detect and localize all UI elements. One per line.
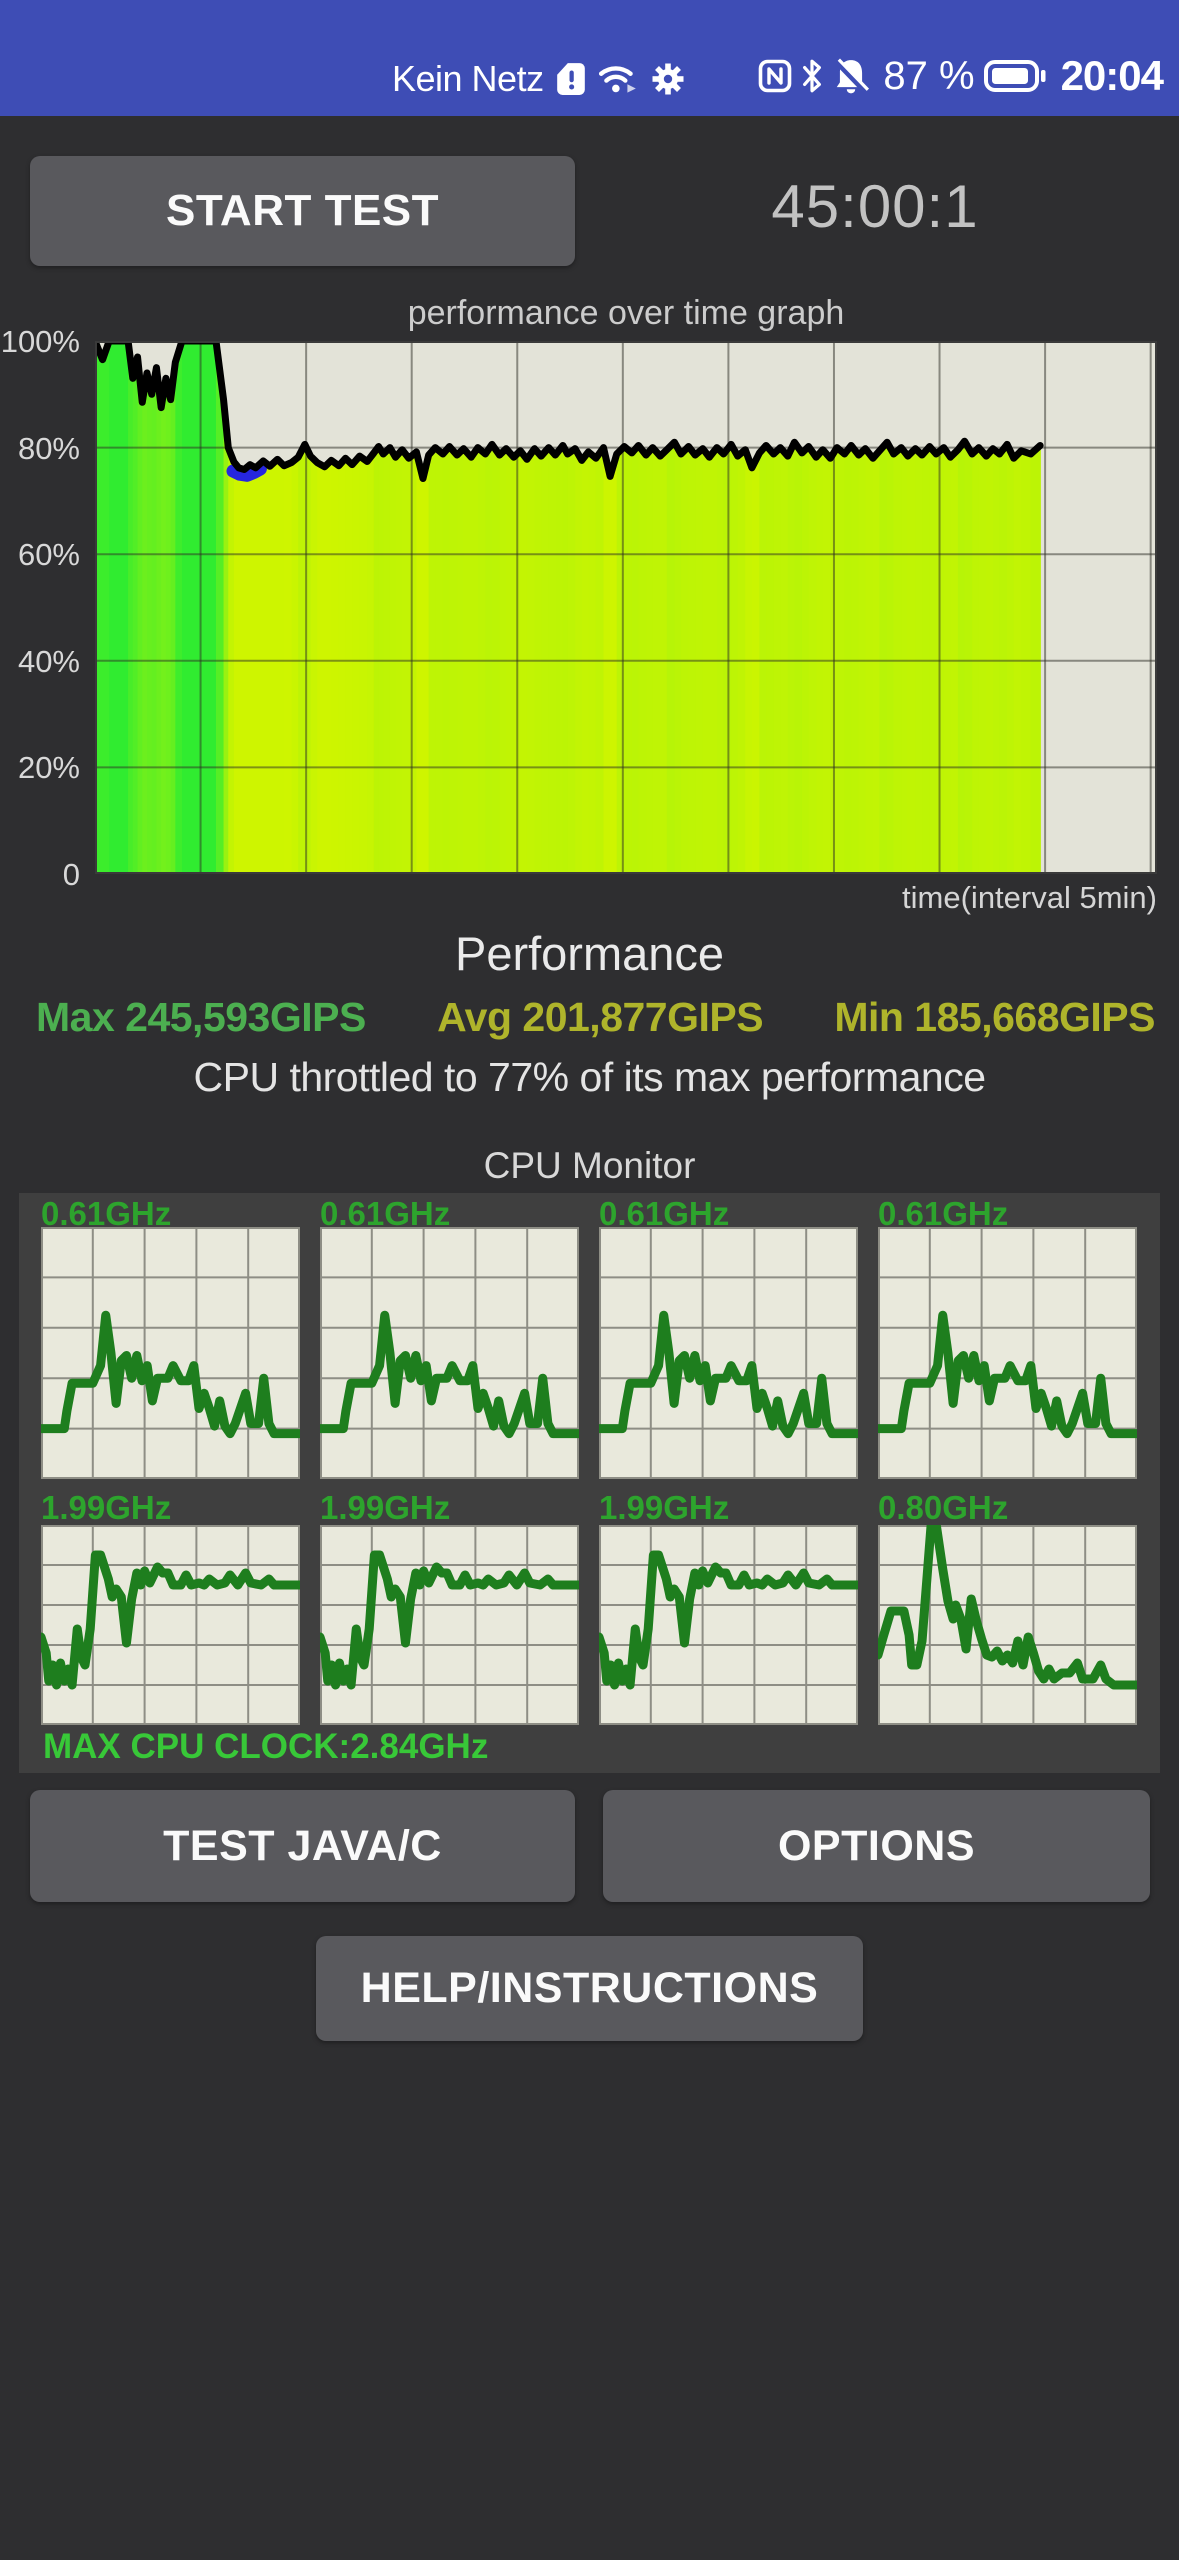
y-tick-label: 60% (17, 537, 80, 573)
battery-percent-label: 87 % (883, 53, 975, 98)
battery-icon (983, 60, 1046, 92)
y-tick-label: 0 (62, 857, 80, 892)
wifi-icon (598, 66, 636, 93)
status-right-group: 87 % 20:04 (758, 52, 1164, 100)
start-test-button[interactable]: START TEST (30, 156, 575, 266)
clock-label: 20:04 (1060, 52, 1164, 99)
cpu-core-chart (36, 1525, 305, 1730)
nfc-icon (759, 59, 792, 93)
cpu-core-label: 0.61GHz (41, 1195, 172, 1232)
cpu-core-label: 0.80GHz (878, 1489, 1009, 1526)
cpu-core-label: 1.99GHz (41, 1489, 172, 1526)
cpu-core-chart (594, 1227, 863, 1484)
y-tick-label: 20% (17, 750, 80, 786)
performance-heading: Performance (454, 927, 725, 980)
cpu-core-label: 0.61GHz (878, 1195, 1009, 1232)
bluetooth-icon (803, 59, 822, 93)
y-tick-label: 80% (17, 430, 80, 466)
performance-chart-title: performance over time graph (407, 294, 845, 332)
stat-avg: Avg 201,877GIPS (437, 994, 764, 1040)
performance-chart (91, 337, 1157, 874)
throttle-summary: CPU throttled to 77% of its max performa… (193, 1054, 986, 1100)
cpu-core-label: 1.99GHz (320, 1489, 451, 1526)
help-instructions-button[interactable]: HELP/INSTRUCTIONS (316, 1936, 863, 2041)
sim-warning-icon (556, 63, 585, 95)
stat-max: Max 245,593GIPS (36, 994, 366, 1040)
test-java-button[interactable]: TEST JAVA/C (30, 1790, 575, 1902)
performance-chart-svg (91, 337, 1157, 874)
cpu-core-chart (594, 1525, 863, 1730)
settings-gear-icon (652, 63, 684, 95)
stat-min: Min 185,668GIPS (834, 994, 1155, 1040)
cpu-core-chart (315, 1227, 584, 1484)
cpu-monitor-heading: CPU Monitor (483, 1145, 696, 1186)
cpu-monitor-panel: MAX CPU CLOCK:2.84GHz 0.61GHz 0.61GHz 0.61… (19, 1193, 1160, 1773)
cpu-core-chart (873, 1520, 1142, 1730)
performance-stats-row: Max 245,593GIPS Avg 201,877GIPS Min 185,… (0, 994, 1179, 1041)
cpu-core-label: 0.61GHz (599, 1195, 730, 1232)
y-tick-label: 40% (17, 643, 80, 679)
cpu-core-label: 0.61GHz (320, 1195, 451, 1232)
cpu-core-label: 1.99GHz (599, 1489, 730, 1526)
carrier-label: Kein Netz (392, 58, 544, 99)
cpu-core-chart (36, 1227, 305, 1484)
x-axis-label: time(interval 5min) (902, 880, 1157, 915)
status-bar: Kein Netz (0, 0, 1179, 116)
cpu-core-chart (873, 1227, 1142, 1484)
test-timer: 45:00:1 (771, 173, 979, 240)
options-button[interactable]: OPTIONS (603, 1790, 1150, 1902)
max-cpu-clock-label: MAX CPU CLOCK:2.84GHz (43, 1727, 489, 1766)
status-left-group: Kein Netz (392, 58, 686, 100)
y-tick-label: 100% (0, 324, 80, 359)
notifications-off-icon (834, 58, 870, 94)
y-axis-ticks: 100% 80% 60% 40% 20% 0 (0, 324, 86, 892)
cpu-core-chart (315, 1525, 584, 1730)
